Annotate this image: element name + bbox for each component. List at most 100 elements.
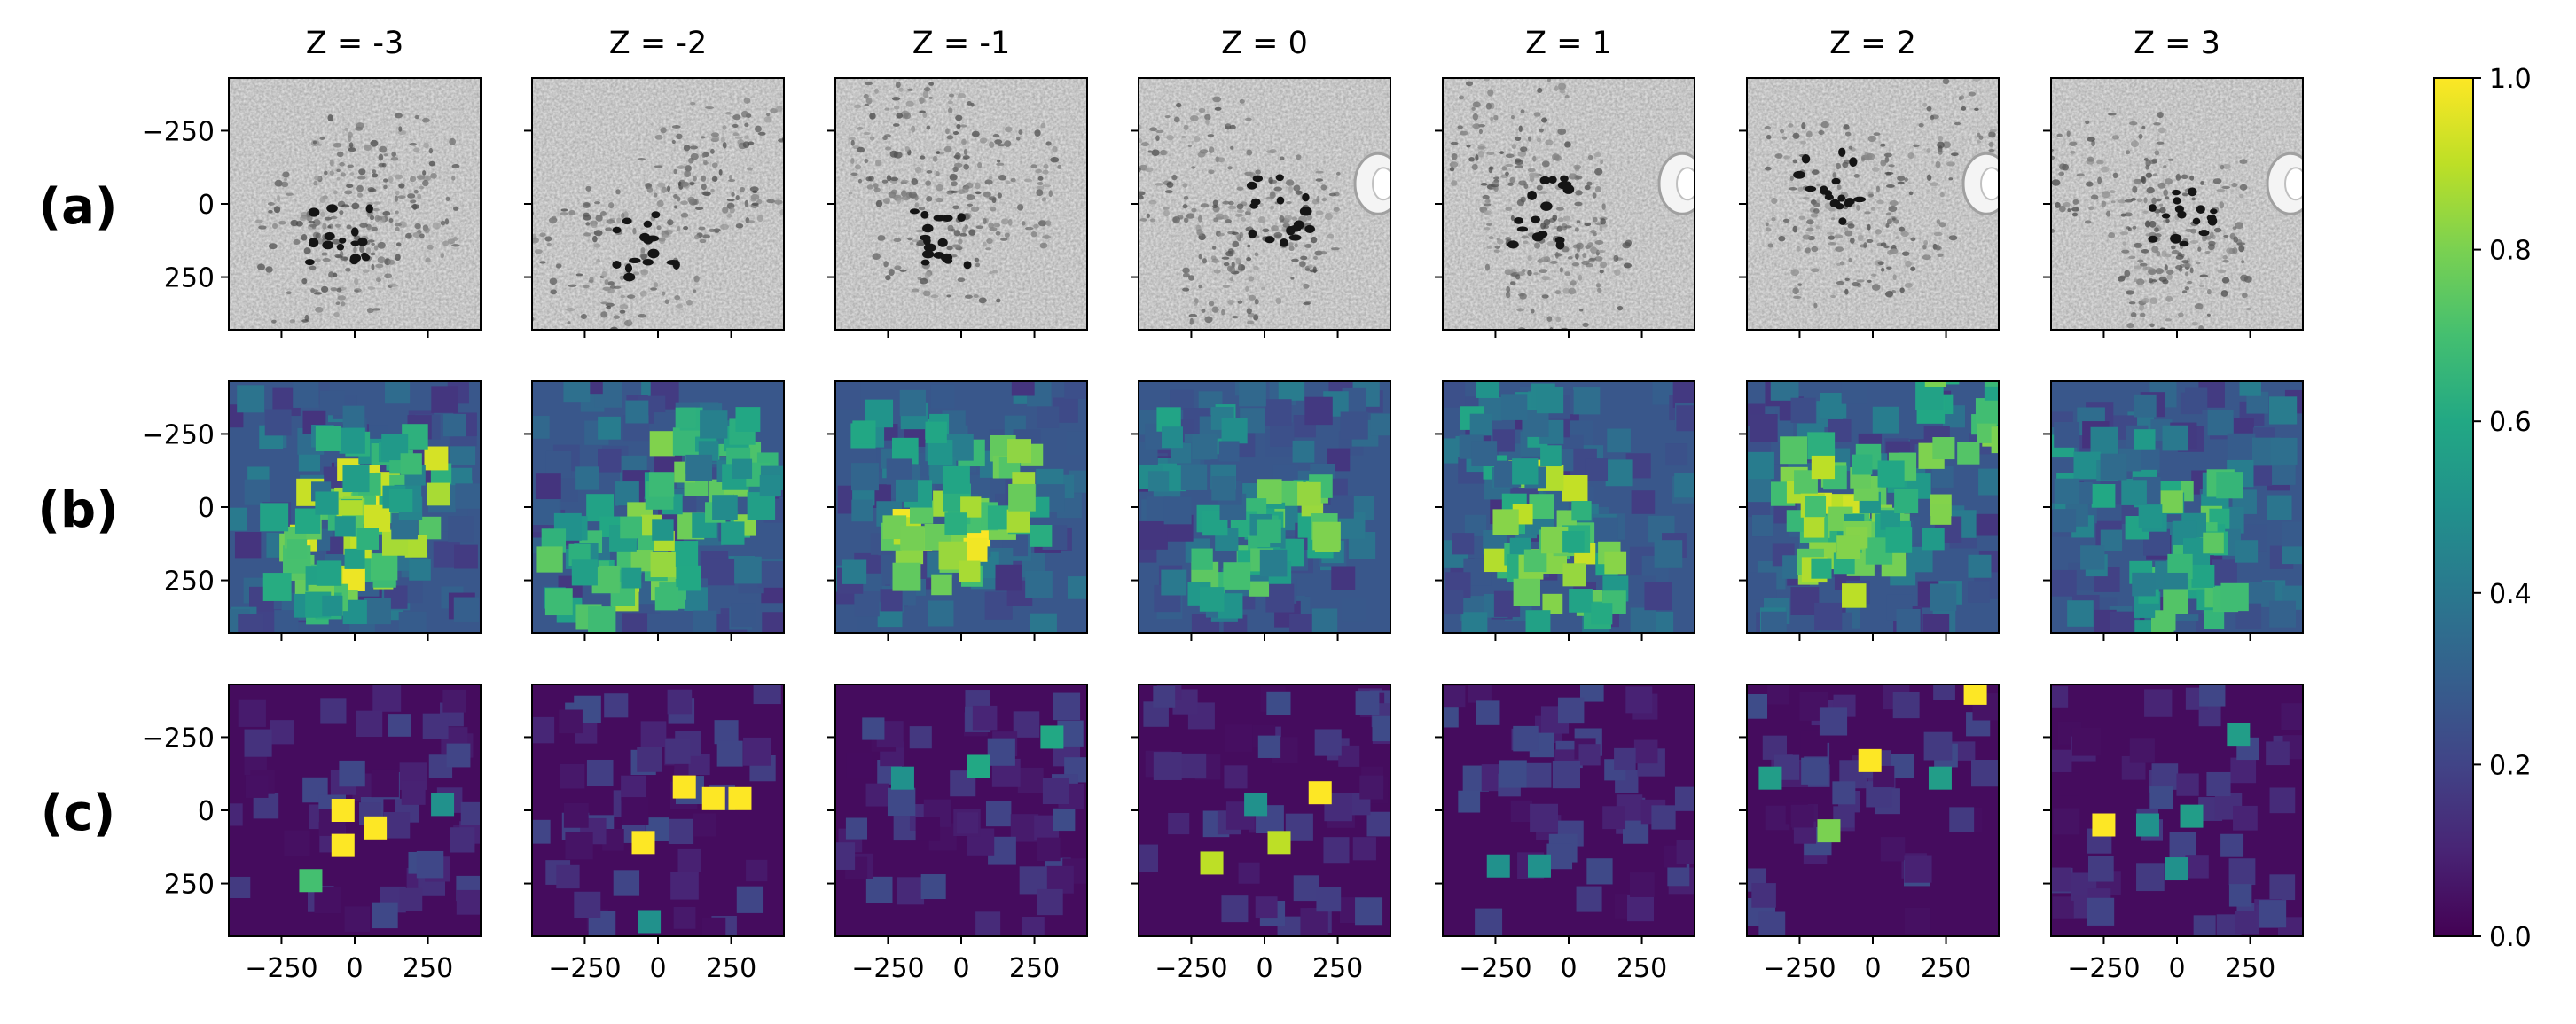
- heatmap-tile: [1304, 396, 1333, 426]
- probability-mark: [1525, 610, 1551, 633]
- heatmap-tile: [372, 902, 398, 929]
- probability-mark: [671, 541, 699, 567]
- heatmap-tile: [264, 409, 292, 436]
- probability-mark: [1880, 510, 1900, 530]
- probability-mark: [1922, 527, 1945, 551]
- probability-mark: [1006, 509, 1030, 533]
- detection-mark: [331, 833, 355, 857]
- probability-mark: [1885, 527, 1913, 553]
- heatmap-tile: [565, 832, 593, 860]
- probability-mark: [2134, 429, 2156, 450]
- probability-mark: [334, 516, 356, 537]
- probability-mark: [588, 606, 616, 633]
- x-tick-label: 250: [1921, 953, 1971, 984]
- cell-nucleus: [943, 257, 953, 264]
- heatmap-tile: [1625, 686, 1653, 714]
- probability-mark: [1932, 437, 1955, 460]
- column-title: Z = 1: [1525, 26, 1612, 61]
- heatmap-tile: [1372, 715, 1390, 742]
- heatmap-tile: [1896, 608, 1921, 633]
- heatmap-tile: [640, 721, 667, 747]
- probability-mark: [1163, 496, 1192, 525]
- detection-mark: [1858, 748, 1882, 772]
- probability-mark: [2121, 480, 2147, 505]
- cell-nucleus: [1824, 190, 1832, 198]
- heatmap-tile: [714, 720, 739, 745]
- heatmap-tile: [1758, 911, 1786, 936]
- heatmap-tile: [862, 717, 885, 740]
- heatmap-tile: [1053, 692, 1081, 721]
- cell-nucleus: [1246, 181, 1257, 190]
- heatmap-tile: [1037, 888, 1063, 916]
- heatmap-tile: [835, 842, 856, 870]
- detection-mark: [890, 766, 914, 790]
- detection-mark: [2180, 804, 2204, 828]
- heatmap-tile: [1153, 685, 1176, 708]
- cell-nucleus: [1837, 194, 1846, 202]
- heatmap-tile: [684, 587, 708, 611]
- heatmap-tile: [865, 783, 889, 807]
- heatmap-tile: [1443, 381, 1466, 408]
- heatmap-tile: [575, 466, 599, 490]
- heatmap-tile: [1225, 724, 1253, 752]
- probability-mark: [2191, 564, 2215, 588]
- probability-mark: [1512, 458, 1539, 485]
- probability-mark: [944, 512, 967, 535]
- cell-nucleus: [957, 213, 967, 223]
- cell-nucleus: [357, 238, 368, 246]
- heatmap-tile: [1292, 440, 1315, 463]
- heatmap-tile: [975, 911, 1001, 936]
- probability-mark: [630, 550, 653, 572]
- probability-mark: [286, 539, 308, 559]
- heatmap-tile: [2144, 689, 2173, 717]
- detection-mark: [2092, 813, 2116, 837]
- y-tick-label: 250: [164, 870, 215, 901]
- probability-mark: [2100, 453, 2127, 481]
- cell-nucleus: [920, 259, 930, 266]
- heatmap-tile: [1578, 744, 1601, 766]
- probability-mark: [1536, 386, 1564, 414]
- heatmap-tile: [1751, 514, 1774, 537]
- cell-nucleus: [642, 259, 654, 266]
- x-tick-label: 250: [403, 953, 453, 984]
- heatmap-tile: [2259, 900, 2287, 928]
- probability-mark: [652, 519, 674, 541]
- heatmap-tile: [2282, 521, 2303, 547]
- heatmap-tile: [560, 763, 585, 789]
- detection-mark: [638, 910, 662, 934]
- panel-probability: [827, 380, 1088, 641]
- heatmap-tile: [693, 813, 716, 837]
- panel-detection: −250 0 250: [1435, 684, 1695, 984]
- cell-nucleus: [612, 260, 622, 269]
- heatmap-tile: [668, 818, 694, 845]
- cell-nucleus: [923, 243, 936, 252]
- colorbar-tick-label: 0.8: [2489, 236, 2532, 267]
- detection-mark: [672, 775, 696, 799]
- colorbar-gradient: [2433, 77, 2474, 937]
- detection-mark: [1200, 851, 1224, 875]
- probability-mark: [1297, 481, 1321, 506]
- x-tick-label: −250: [2067, 953, 2140, 984]
- heatmap-tile: [532, 416, 550, 439]
- detection-mark: [1963, 684, 1987, 705]
- heatmap-tile: [1300, 908, 1328, 936]
- probability-mark: [2134, 620, 2157, 633]
- heatmap-tile: [1832, 781, 1856, 805]
- heatmap-tile: [1067, 431, 1087, 455]
- x-tick-label: 250: [1617, 953, 1667, 984]
- heatmap-tile: [701, 917, 726, 936]
- probability-mark: [732, 458, 753, 479]
- cell-nucleus: [2177, 210, 2187, 219]
- probability-mark: [2220, 582, 2249, 612]
- probability-mark: [747, 492, 776, 520]
- probability-mark: [650, 551, 676, 578]
- detection-mark: [431, 793, 455, 817]
- heatmap-tile: [1316, 887, 1342, 912]
- probability-mark: [1249, 575, 1270, 597]
- probability-mark: [1934, 381, 1960, 385]
- heatmap-tile: [398, 611, 427, 633]
- heatmap-tile: [1976, 513, 1999, 536]
- probability-mark: [1192, 434, 1218, 460]
- probability-mark: [363, 504, 391, 532]
- heatmap-tile: [2185, 387, 2208, 410]
